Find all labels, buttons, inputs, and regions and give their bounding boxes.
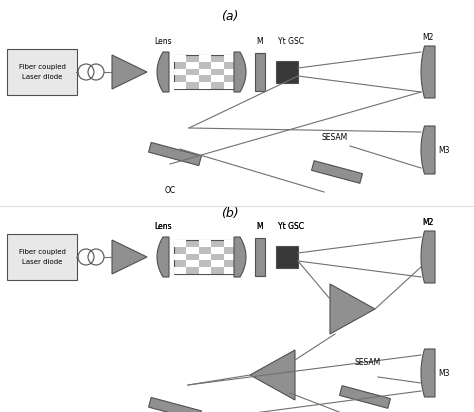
Polygon shape [112,240,147,274]
Bar [224,69,236,75]
Bar [186,247,199,254]
Text: (a): (a) [221,10,239,23]
FancyBboxPatch shape [7,49,77,95]
Text: M2: M2 [422,218,434,227]
Text: Yt GSC: Yt GSC [278,37,304,46]
Polygon shape [421,46,435,98]
Polygon shape [421,231,435,283]
Polygon shape [330,284,375,334]
Polygon shape [157,52,169,92]
Text: M3: M3 [438,145,449,154]
Bar [199,254,211,260]
Polygon shape [234,52,246,92]
Bar [174,82,186,89]
Bar [174,55,186,62]
Bar [211,260,224,267]
Bar [255,238,265,276]
Polygon shape [157,237,169,277]
Bar [199,267,211,274]
Text: Yt GSC: Yt GSC [278,222,304,231]
Bar [255,53,265,91]
Text: M2: M2 [422,33,434,42]
FancyBboxPatch shape [7,234,77,280]
Polygon shape [311,161,363,183]
Bar [224,82,236,89]
Text: M3: M3 [438,368,449,377]
Bar [211,247,224,254]
Text: Lens: Lens [154,222,172,231]
Text: Lens: Lens [154,222,172,231]
Polygon shape [421,126,435,174]
Bar [199,82,211,89]
Polygon shape [339,386,391,408]
Bar [199,69,211,75]
Text: M: M [257,222,264,231]
Text: M2: M2 [422,218,434,227]
Text: Fiber coupled: Fiber coupled [18,64,65,70]
Text: M: M [257,222,264,231]
Bar [186,62,199,69]
Polygon shape [112,55,147,89]
Bar [211,62,224,69]
Bar [174,69,186,75]
Text: Laser diode: Laser diode [22,259,62,265]
Bar [174,267,186,274]
Text: OC: OC [164,186,175,195]
Bar [199,55,211,62]
Bar [174,55,236,89]
Text: Laser diode: Laser diode [22,74,62,80]
Text: SESAM: SESAM [322,133,348,142]
Text: Fiber coupled: Fiber coupled [18,249,65,255]
Text: Lens: Lens [154,37,172,46]
Text: M: M [257,37,264,46]
Polygon shape [148,143,201,166]
Bar [174,254,186,260]
Polygon shape [148,398,201,412]
Bar [276,246,298,268]
Bar [186,75,199,82]
Bar [174,240,186,247]
Text: (b): (b) [221,207,239,220]
Bar [211,75,224,82]
Bar [186,260,199,267]
Bar [224,55,236,62]
Polygon shape [250,350,295,400]
Bar [276,61,298,83]
Bar [224,254,236,260]
Bar [224,267,236,274]
Bar [199,240,211,247]
Polygon shape [421,349,435,397]
Text: Yt GSC: Yt GSC [278,222,304,231]
Bar [174,240,236,274]
Bar [224,240,236,247]
Text: SESAM: SESAM [355,358,381,367]
Polygon shape [234,237,246,277]
